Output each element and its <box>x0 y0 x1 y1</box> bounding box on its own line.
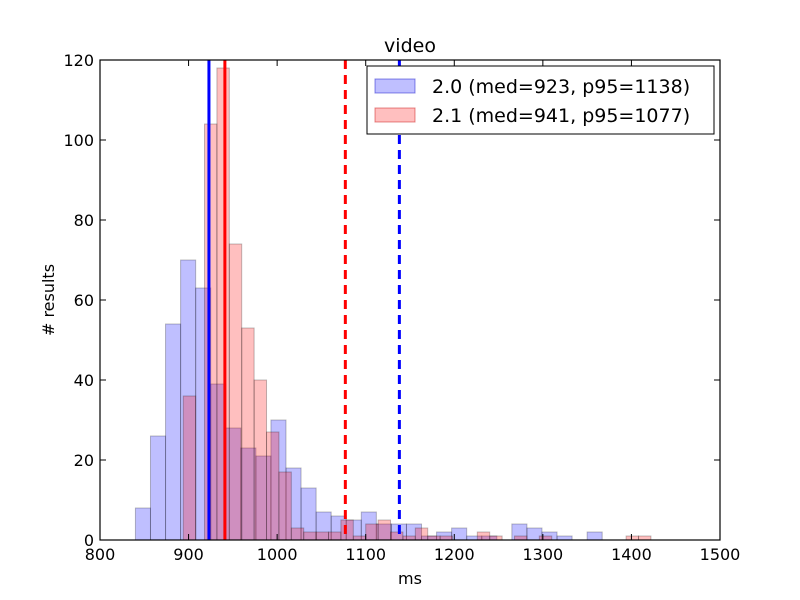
bars-layer <box>134 67 652 541</box>
x-tick-label-3: 1000 <box>257 545 298 564</box>
x-tick-label-2: 900 <box>173 545 204 564</box>
legend-label-series-2: 2.1 (med=941, p95=1077) <box>432 105 690 127</box>
bar-series-2-10 <box>290 527 305 541</box>
bar-series-1-1 <box>134 507 151 541</box>
x-tick-label-1: 800 <box>85 545 116 564</box>
legend-swatch-series-1 <box>374 78 416 94</box>
x-tick-label-6: 1300 <box>522 545 563 564</box>
y-tick-label-4: 60 <box>74 291 94 310</box>
y-tick-label-5: 80 <box>74 211 94 230</box>
bar-series-2-17 <box>377 519 392 541</box>
x-axis-label: ms <box>398 569 422 588</box>
legend: 2.0 (med=923, p95=1138) 2.1 (med=941, p9… <box>366 65 715 135</box>
bar-series-2-7 <box>253 379 268 541</box>
x-tick-label-5: 1200 <box>434 545 475 564</box>
legend-label-series-1: 2.0 (med=923, p95=1138) <box>432 76 690 98</box>
y-tick-label-2: 20 <box>74 451 94 470</box>
chart-title: video <box>384 35 436 57</box>
bar-series-2-14 <box>340 519 354 541</box>
y-axis-label: # results <box>39 264 58 336</box>
bar-series-2-16 <box>365 523 379 541</box>
y-tick-label-6: 100 <box>63 131 94 150</box>
bar-series-2-13 <box>328 531 342 541</box>
bar-series-2-4 <box>216 67 230 541</box>
bar-series-2-9 <box>278 471 292 541</box>
bar-series-2-11 <box>303 531 317 541</box>
bar-series-2-18 <box>390 531 404 541</box>
bar-series-1-3 <box>165 323 182 541</box>
legend-box <box>366 65 715 135</box>
bar-series-2-3 <box>204 123 218 541</box>
bar-series-2-23 <box>476 531 491 541</box>
x-tick-label-8: 1500 <box>700 545 741 564</box>
x-tick-label-4: 1100 <box>345 545 386 564</box>
bar-series-2-20 <box>414 527 429 541</box>
reference-lines-layer <box>207 60 401 540</box>
y-tick-label-1: 0 <box>84 531 94 550</box>
bar-series-1-2 <box>149 435 167 541</box>
bar-series-2-6 <box>241 327 255 541</box>
bar-series-2-1 <box>182 395 197 541</box>
bar-series-2-5 <box>228 243 243 541</box>
y-tick-label-7: 120 <box>63 51 94 70</box>
legend-swatch-series-2 <box>374 107 416 123</box>
bar-series-2-8 <box>266 431 280 541</box>
y-tick-label-3: 40 <box>74 371 94 390</box>
bar-series-1-29 <box>586 531 603 541</box>
bar-series-2-12 <box>315 531 330 541</box>
ticks-layer: 800 900 1000 1100 1200 1300 1400 1500 0 20 40 60 80 1… <box>63 51 740 564</box>
x-tick-label-7: 1400 <box>611 545 652 564</box>
